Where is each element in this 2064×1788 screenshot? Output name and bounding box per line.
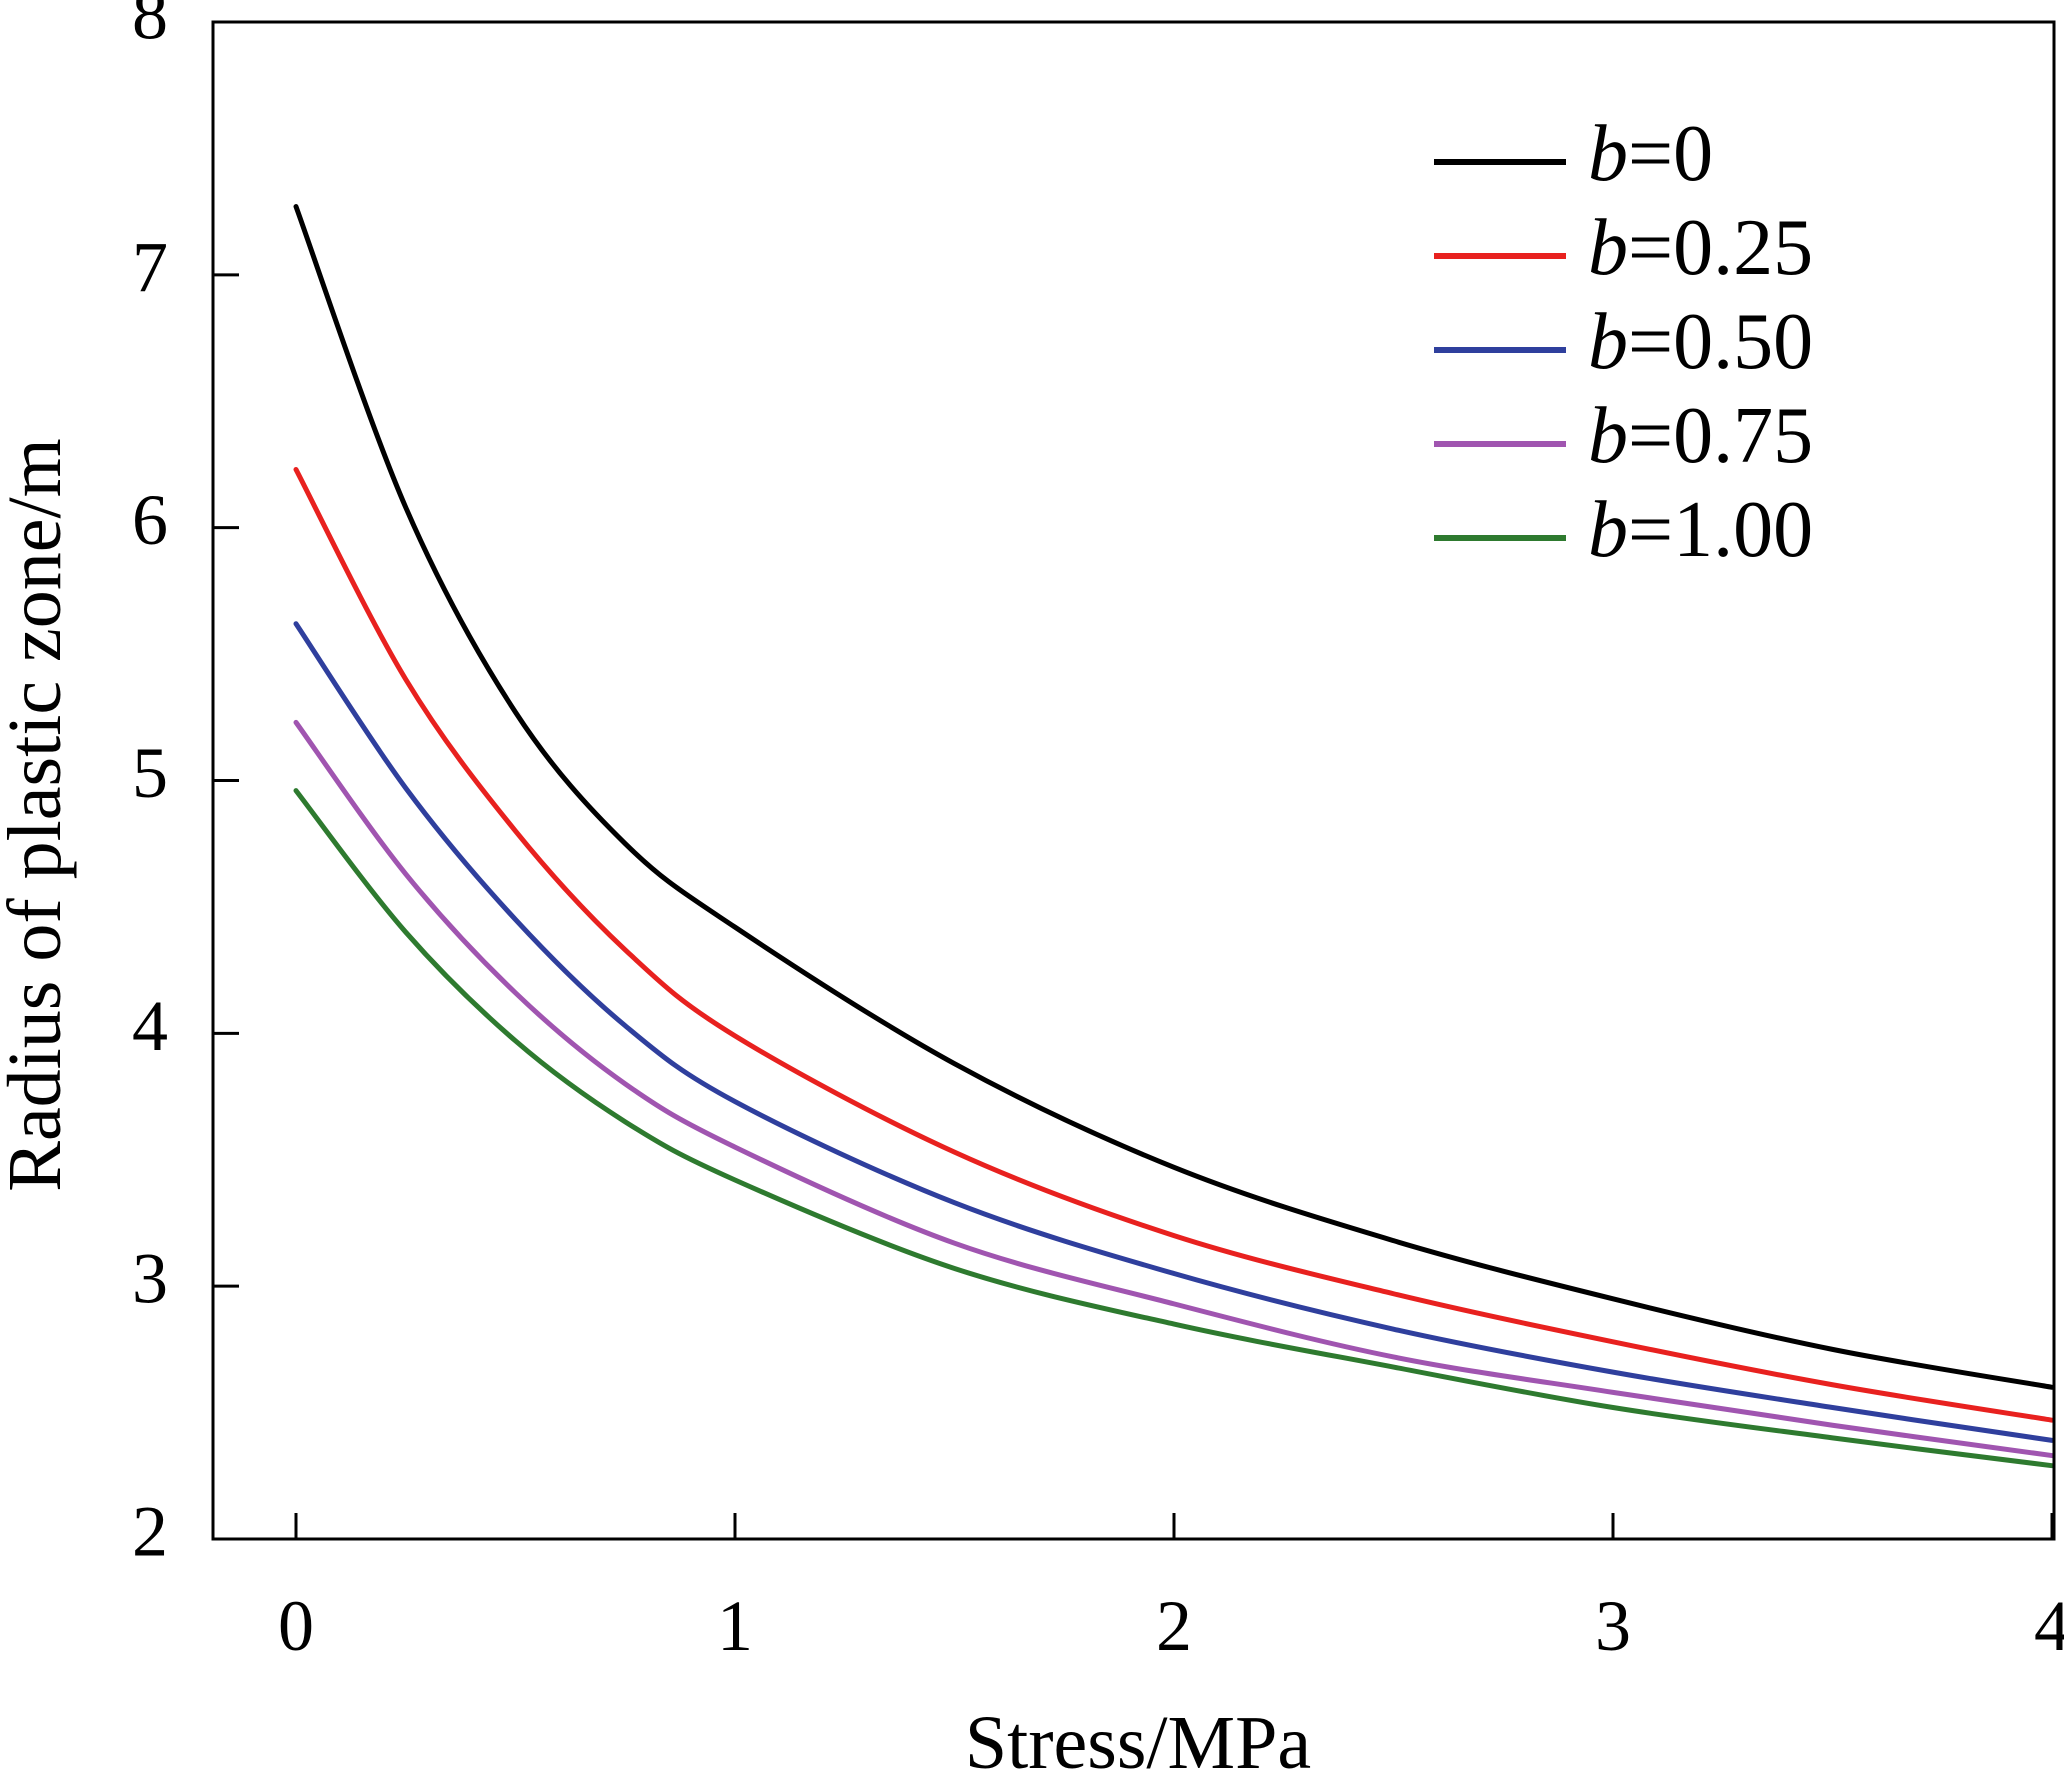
y-tick-label-2: 4 [132, 986, 168, 1066]
x-tick-label-3: 3 [1595, 1586, 1631, 1666]
x-tick-label-4: 4 [2034, 1586, 2064, 1666]
x-axis-title: Stress/MPa [965, 1701, 1311, 1785]
y-tick-label-1: 3 [132, 1239, 168, 1319]
series-line-0 [293, 204, 2055, 1390]
legend-label-2: b=0.50 [1588, 298, 1813, 386]
series-line-4 [293, 788, 2055, 1469]
x-tick-label-1: 1 [717, 1586, 753, 1666]
y-tick-label-5: 7 [132, 227, 168, 307]
series-layer [293, 204, 2055, 1469]
y-axis-ticks: 2 3 4 5 6 7 8 [132, 0, 239, 1572]
y-tick-label-6: 8 [132, 0, 168, 55]
y-tick-label-3: 5 [132, 733, 168, 813]
series-line-1 [293, 467, 2055, 1423]
series-line-3 [293, 719, 2055, 1459]
legend-label-3: b=0.75 [1588, 392, 1813, 480]
y-tick-label-0: 2 [132, 1492, 168, 1572]
series-line-2 [293, 621, 2055, 1443]
legend-label-0: b=0 [1588, 110, 1713, 198]
y-tick-label-4: 6 [132, 480, 168, 560]
x-axis-ticks: 0 1 2 3 4 [278, 1513, 2064, 1666]
legend-label-4: b=1.00 [1588, 486, 1813, 574]
x-tick-label-2: 2 [1156, 1586, 1192, 1666]
legend-label-1: b=0.25 [1588, 204, 1813, 292]
y-axis-title: Radius of plastic zone/m [0, 438, 77, 1192]
x-tick-label-0: 0 [278, 1586, 314, 1666]
legend: b=0b=0.25b=0.50b=0.75b=1.00 [1434, 110, 1813, 574]
